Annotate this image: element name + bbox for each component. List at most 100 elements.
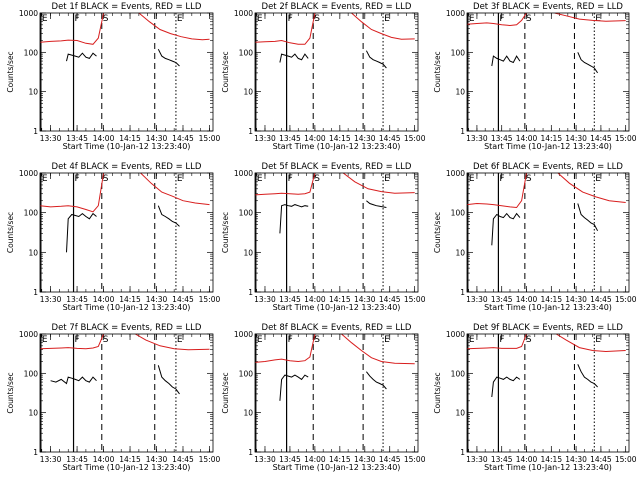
y-tick-label: 100: [451, 209, 466, 218]
y-tick-label: 100: [24, 48, 39, 57]
events-series-line: [157, 48, 180, 67]
event-marker-label: E: [177, 14, 183, 24]
x-tick-label: 13:45: [279, 455, 301, 464]
x-tick-label: 14:30: [354, 134, 376, 143]
y-tick-label: 10: [243, 248, 253, 257]
event-marker-label: F: [75, 174, 80, 184]
lld-series-line: [255, 173, 316, 196]
y-tick-label: 100: [24, 209, 39, 218]
x-tick-label: 14:15: [540, 455, 562, 464]
detector-panel: Det 9f BLACK = Events, RED = LLD 1 10 100 10…: [433, 323, 637, 472]
events-series-line: [50, 376, 97, 385]
x-tick-label: 15:00: [199, 455, 221, 464]
x-tick-label: 14:15: [329, 134, 351, 143]
y-axis-label: Counts/sec: [221, 372, 230, 413]
x-tick-label: 14:45: [590, 455, 612, 464]
y-tick-label: 1: [33, 288, 38, 297]
x-tick-label: 14:00: [516, 295, 538, 304]
y-tick-label: 1: [248, 448, 253, 457]
y-axis-label: Counts/sec: [433, 51, 442, 92]
events-series-line: [491, 212, 521, 246]
x-tick-label: 13:30: [466, 134, 488, 143]
event-marker-label: E: [384, 14, 390, 24]
event-marker-label: S: [314, 335, 320, 345]
event-marker-label: F: [75, 14, 80, 24]
y-tick-label: 10: [243, 409, 253, 418]
panel-title: Det 1f BLACK = Events, RED = LLD: [52, 2, 202, 12]
y-tick-label: 1: [33, 448, 38, 457]
lld-series-line: [40, 173, 105, 213]
event-marker-label: E: [257, 14, 263, 24]
x-axis-label: Start Time (10-Jan-12 13:23:40): [273, 463, 401, 472]
event-marker-label: E: [257, 174, 263, 184]
x-tick-label: 14:30: [565, 134, 587, 143]
panel-title: Det 8f BLACK = Events, RED = LLD: [262, 323, 412, 333]
detector-panel: Det 2f BLACK = Events, RED = LLD 1 10 100 10…: [221, 2, 426, 151]
x-tick-label: 13:45: [491, 295, 513, 304]
y-tick-label: 1000: [234, 330, 253, 339]
lld-series-line: [557, 173, 626, 203]
plot-frame: [254, 333, 419, 453]
events-series-line: [577, 203, 599, 232]
x-tick-label: 13:45: [279, 295, 301, 304]
x-axis-label: Start Time (10-Jan-12 13:23:40): [63, 142, 191, 151]
x-axis-label: Start Time (10-Jan-12 13:23:40): [484, 463, 612, 472]
x-tick-label: 14:45: [379, 134, 401, 143]
panel-title: Det 3f BLACK = Events, RED = LLD: [473, 2, 623, 12]
lld-series-line: [341, 334, 415, 365]
y-axis-label: Counts/sec: [433, 212, 442, 253]
lld-series-line: [40, 13, 105, 45]
x-tick-label: 13:45: [279, 134, 301, 143]
plot-frame: [254, 172, 419, 293]
event-marker-label: S: [314, 174, 320, 184]
y-tick-label: 100: [451, 369, 466, 378]
y-tick-label: 1000: [446, 169, 465, 178]
x-axis-label: Start Time (10-Jan-12 13:23:40): [273, 303, 401, 312]
event-marker-label: E: [384, 335, 390, 345]
x-tick-label: 15:00: [615, 295, 637, 304]
lld-series-line: [138, 13, 210, 41]
y-tick-label: 100: [239, 209, 254, 218]
x-tick-label: 14:30: [565, 455, 587, 464]
plot-frame: [466, 333, 630, 453]
x-tick-label: 13:30: [40, 295, 62, 304]
x-tick-label: 14:30: [354, 295, 376, 304]
y-tick-label: 1: [248, 127, 253, 136]
event-marker-label: E: [42, 335, 48, 345]
y-tick-label: 10: [28, 409, 38, 418]
y-tick-label: 1000: [19, 9, 38, 18]
x-tick-label: 14:00: [93, 455, 115, 464]
event-marker-label: S: [526, 14, 532, 24]
lld-series-line: [140, 173, 210, 206]
x-tick-label: 14:30: [354, 455, 376, 464]
event-marker-label: S: [526, 335, 532, 345]
plot-frame: [254, 12, 419, 132]
y-tick-label: 1: [33, 127, 38, 136]
event-marker-label: F: [288, 174, 293, 184]
detector-panel: Det 6f BLACK = Events, RED = LLD 1 10 100 10…: [433, 162, 637, 312]
x-tick-label: 13:45: [66, 455, 88, 464]
x-tick-label: 15:00: [404, 455, 426, 464]
x-tick-label: 14:45: [590, 295, 612, 304]
y-tick-label: 1000: [446, 330, 465, 339]
x-tick-label: 14:00: [304, 455, 326, 464]
panel-title: Det 4f BLACK = Events, RED = LLD: [52, 162, 202, 172]
x-tick-label: 14:00: [93, 134, 115, 143]
event-marker-label: S: [103, 14, 109, 24]
event-marker-label: E: [469, 335, 475, 345]
x-tick-label: 13:45: [491, 455, 513, 464]
y-axis-label: Counts/sec: [6, 372, 15, 413]
x-tick-label: 15:00: [199, 295, 221, 304]
y-tick-label: 1: [460, 448, 465, 457]
lld-series-line: [556, 334, 626, 353]
event-marker-label: F: [499, 174, 504, 184]
lld-series-line: [255, 13, 316, 45]
event-marker-label: E: [384, 174, 390, 184]
x-tick-label: 14:15: [540, 295, 562, 304]
event-marker-label: E: [469, 174, 475, 184]
events-series-line: [491, 376, 521, 398]
lld-series-line: [135, 334, 210, 351]
y-tick-label: 100: [239, 48, 254, 57]
detector-panel: Det 3f BLACK = Events, RED = LLD 1 10 100 10…: [433, 2, 637, 151]
y-tick-label: 1000: [234, 9, 253, 18]
